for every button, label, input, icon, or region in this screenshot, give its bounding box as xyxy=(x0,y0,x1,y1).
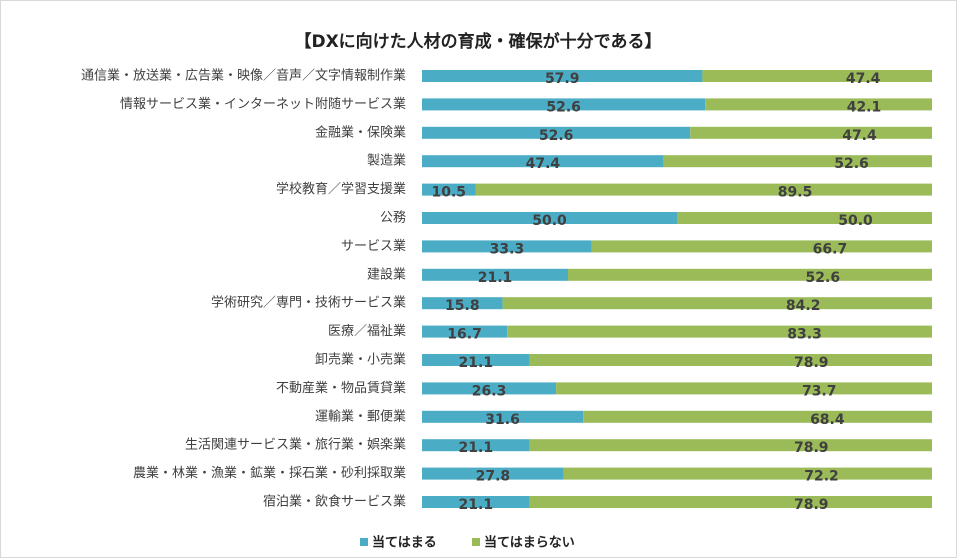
value-label: 72.2 xyxy=(804,469,839,485)
bar-segment xyxy=(422,126,691,139)
bar-segment xyxy=(507,325,932,338)
bar-segment xyxy=(422,98,706,111)
value-label: 50.0 xyxy=(532,213,567,229)
bar-segment xyxy=(529,439,932,452)
category-label: 不動産業・物品賃貸業 xyxy=(276,380,406,396)
bar-segment xyxy=(422,410,584,423)
category-label: 運輸業・郵便業 xyxy=(315,408,406,424)
value-label: 15.8 xyxy=(445,298,480,314)
bar-segment xyxy=(705,98,932,111)
legend-label: 当てはまらない xyxy=(484,535,575,551)
bar-segment xyxy=(422,268,569,281)
value-label: 16.7 xyxy=(447,327,482,343)
bar-segment xyxy=(502,297,932,310)
value-label: 47.4 xyxy=(842,128,877,144)
category-label: 金融業・保険業 xyxy=(315,124,406,140)
chart-title: 【DXに向けた人材の育成・確保が十分である】 xyxy=(294,31,661,52)
value-label: 21.1 xyxy=(478,270,513,286)
value-label: 78.9 xyxy=(794,497,829,513)
legend-swatch xyxy=(360,538,368,546)
value-label: 78.9 xyxy=(794,355,829,371)
bar-segment xyxy=(422,439,530,452)
bar-segment xyxy=(422,240,592,253)
bar-segment xyxy=(568,268,932,281)
value-label: 47.4 xyxy=(846,71,881,87)
bar-segment xyxy=(475,183,932,196)
bar-segment xyxy=(422,183,476,196)
category-label: 建設業 xyxy=(367,266,406,282)
bar-segment xyxy=(529,496,932,508)
bar-segment xyxy=(422,467,564,480)
category-label: 情報サービス業・インターネット附随サービス業 xyxy=(120,96,406,112)
value-label: 73.7 xyxy=(802,383,837,399)
legend-swatch xyxy=(472,538,480,546)
bar-segment xyxy=(556,382,932,395)
value-label: 21.1 xyxy=(459,440,494,456)
bar-segment xyxy=(422,325,508,338)
value-label: 33.3 xyxy=(490,241,525,257)
category-label: 製造業 xyxy=(367,153,406,169)
value-label: 42.1 xyxy=(847,99,882,115)
bar-segment xyxy=(702,70,932,82)
category-label: 生活関連サービス業・旅行業・娯楽業 xyxy=(185,437,406,453)
bar-segment xyxy=(690,126,932,139)
bar-segment xyxy=(422,496,530,508)
bar-segment xyxy=(422,155,664,168)
value-label: 27.8 xyxy=(476,469,511,485)
value-label: 68.4 xyxy=(810,412,845,428)
category-label: 卸売業・小売業 xyxy=(315,352,406,368)
category-label: 医療／福祉業 xyxy=(328,323,406,339)
bar-segment xyxy=(422,297,503,310)
bar-segment xyxy=(677,212,932,224)
value-label: 52.6 xyxy=(834,156,869,172)
bar-segment xyxy=(583,410,932,423)
value-label: 31.6 xyxy=(485,412,520,428)
bar-segment xyxy=(529,354,932,366)
bar-segment xyxy=(422,70,703,82)
category-label: 宿泊業・飲食サービス業 xyxy=(263,494,406,510)
value-label: 47.4 xyxy=(526,156,561,172)
category-label: 公務 xyxy=(380,211,406,226)
value-label: 66.7 xyxy=(813,241,848,257)
value-label: 52.6 xyxy=(539,128,574,144)
category-label: サービス業 xyxy=(341,238,406,254)
value-label: 84.2 xyxy=(786,298,821,314)
value-label: 21.1 xyxy=(459,355,494,371)
bar-segment xyxy=(591,240,932,253)
value-label: 78.9 xyxy=(794,440,829,456)
bar-segment xyxy=(663,155,932,168)
category-label: 農業・林業・漁業・鉱業・採石業・砂利採取業 xyxy=(133,465,406,481)
bar-segment xyxy=(563,467,932,480)
value-label: 21.1 xyxy=(459,497,494,513)
bar-segment xyxy=(422,212,677,224)
value-label: 83.3 xyxy=(787,327,822,343)
category-label: 通信業・放送業・広告業・映像／音声／文字情報制作業 xyxy=(81,68,406,84)
legend-label: 当てはまる xyxy=(372,535,437,551)
value-label: 57.9 xyxy=(545,71,580,87)
value-label: 10.5 xyxy=(432,185,467,201)
value-label: 52.6 xyxy=(546,99,581,115)
value-label: 52.6 xyxy=(806,270,841,286)
bar-segment xyxy=(422,382,557,395)
value-label: 89.5 xyxy=(778,185,813,201)
value-label: 26.3 xyxy=(472,383,507,399)
bar-segment xyxy=(422,354,530,366)
category-label: 学校教育／学習支援業 xyxy=(276,181,406,197)
category-label: 学術研究／専門・技術サービス業 xyxy=(211,295,406,311)
value-label: 50.0 xyxy=(838,213,873,229)
